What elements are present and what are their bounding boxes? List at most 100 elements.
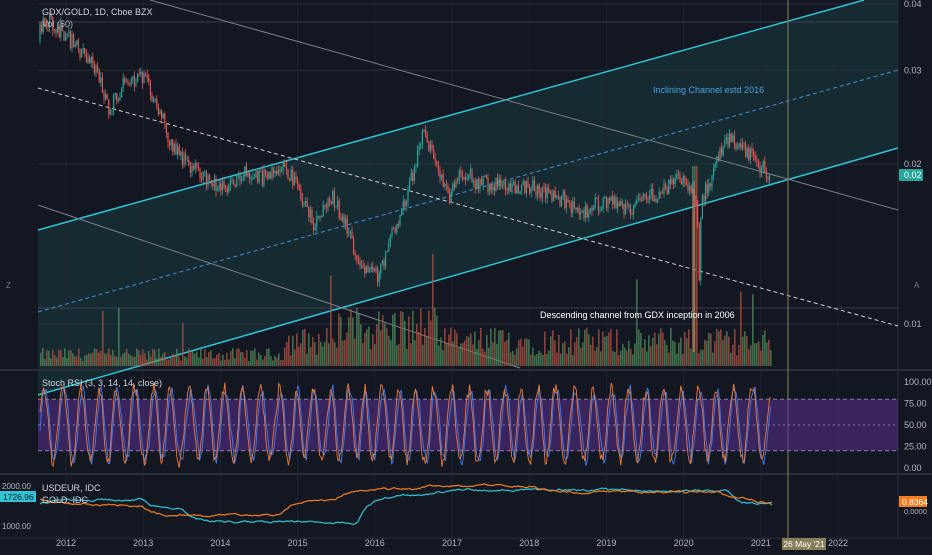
volume-bar — [628, 341, 630, 366]
volume-bar — [614, 352, 616, 366]
usdeur-last-badge — [0, 491, 36, 502]
candle-body — [217, 188, 219, 191]
volume-bar — [710, 333, 712, 366]
candle-body — [309, 209, 311, 218]
candle-body — [591, 207, 593, 211]
candle-body — [173, 144, 175, 153]
candle-body — [757, 161, 759, 167]
volume-bar — [482, 348, 484, 366]
candle-body — [103, 92, 105, 99]
volume-bar — [736, 355, 738, 366]
candle-body — [225, 187, 227, 189]
volume-bar — [108, 348, 110, 366]
last-price-label: 0.02 — [904, 170, 922, 180]
candle-body — [529, 187, 531, 193]
candle-body — [300, 189, 302, 199]
volume-bar — [304, 328, 306, 366]
candle-body — [668, 179, 670, 195]
volume-bar — [266, 348, 268, 366]
volume-bar — [330, 275, 332, 366]
volume-bar — [290, 355, 292, 366]
volume-bar — [202, 358, 204, 366]
volume-bar — [154, 349, 156, 366]
candle-body — [589, 207, 591, 214]
volume-bar — [230, 350, 232, 366]
inclining-channel-lower — [37, 147, 899, 396]
volume-bar — [456, 333, 458, 366]
candle-body — [289, 178, 291, 181]
candle-body — [49, 14, 51, 27]
volume-bar — [338, 313, 340, 366]
candle-body — [113, 94, 115, 111]
volume-bar — [508, 332, 510, 366]
candle-body — [253, 177, 255, 179]
volume-bar — [368, 326, 370, 366]
volume-bar — [376, 324, 378, 366]
candle-body — [186, 160, 188, 161]
candle-body — [364, 267, 366, 274]
candle-body — [340, 218, 342, 221]
candle-body — [618, 202, 620, 206]
volume-bar — [130, 355, 132, 366]
volume-bar — [758, 341, 760, 366]
candle-body — [375, 267, 377, 272]
volume-bar — [294, 349, 296, 366]
volume-bar — [236, 348, 238, 366]
candle-body — [351, 231, 353, 239]
candle-body — [167, 133, 169, 143]
volume-bar — [74, 355, 76, 366]
candle-body — [181, 151, 183, 165]
volume-bar — [506, 339, 508, 366]
volume-bar — [328, 343, 330, 366]
volume-bar — [184, 356, 186, 366]
volume-bar — [260, 355, 262, 366]
volume-bar — [604, 336, 606, 366]
candle-body — [754, 155, 756, 161]
volume-bar — [622, 343, 624, 366]
candle-body — [87, 58, 89, 63]
candle-body — [50, 14, 52, 18]
candle-body — [183, 153, 185, 165]
candle-body — [386, 250, 388, 252]
candle-body — [332, 191, 334, 205]
volume-label: Vol (50) — [42, 19, 73, 29]
candle-body — [570, 203, 572, 213]
volume-bar — [678, 342, 680, 366]
volume-bar — [696, 166, 698, 366]
candle-body — [540, 192, 542, 198]
candle-body — [617, 202, 619, 209]
candle-body — [546, 187, 548, 199]
candle-body — [210, 180, 212, 185]
volume-bar — [680, 337, 682, 366]
candle-body — [93, 63, 95, 73]
volume-bar — [448, 334, 450, 366]
candle-body — [369, 271, 371, 273]
candle-body — [399, 214, 401, 226]
candle-body — [767, 178, 769, 180]
volume-bar — [64, 348, 66, 366]
candle-body — [676, 173, 678, 179]
candle-body — [657, 198, 659, 203]
candle-body — [713, 167, 715, 176]
candle-body — [602, 198, 604, 208]
candle-body — [306, 201, 308, 208]
candle-body — [305, 201, 307, 204]
candle-body — [156, 98, 158, 108]
candle-body — [697, 200, 699, 224]
candle-body — [647, 198, 649, 200]
candle-body — [164, 114, 166, 124]
stoch-k-line — [39, 382, 771, 468]
candle-body — [609, 198, 611, 201]
candle-body — [450, 191, 452, 203]
candle-body — [404, 200, 406, 207]
candle-body — [153, 98, 155, 102]
candle-body — [522, 181, 524, 185]
volume-bar — [652, 337, 654, 366]
candle-body — [761, 168, 763, 173]
candle-body — [437, 165, 439, 172]
candle-body — [380, 263, 382, 274]
volume-bar — [526, 338, 528, 366]
candle-body — [532, 180, 534, 189]
